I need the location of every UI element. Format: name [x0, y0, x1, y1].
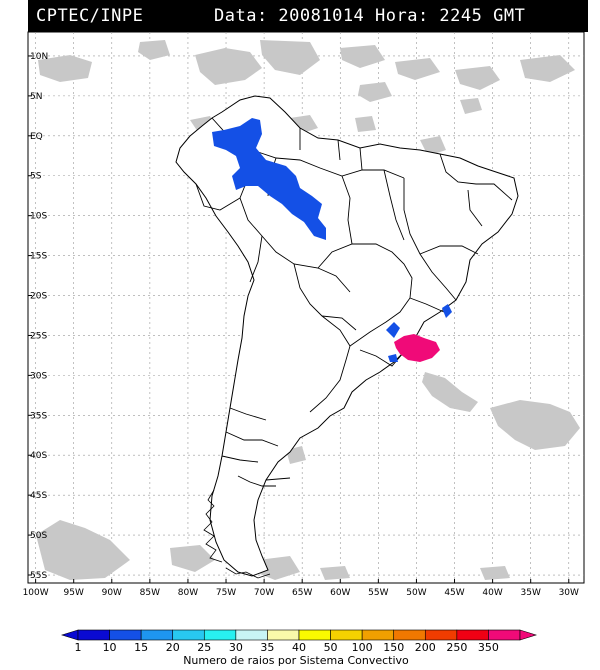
lat-label: 15S — [30, 252, 47, 262]
storm-southeast-coast — [442, 304, 452, 318]
colorbar-label: 10 — [103, 641, 117, 654]
lat-label: EQ — [30, 132, 43, 142]
lat-label: 10S — [30, 212, 47, 222]
colorbar-label: 350 — [478, 641, 499, 654]
lat-label: 30S — [30, 371, 47, 381]
colorbar: 1 10 15 20 25 30 35 40 50 100 150 200 250 350 — [60, 629, 538, 654]
colorbar-title: Numero de raios por Sistema Convectivo — [183, 654, 409, 667]
colorbar-label: 50 — [324, 641, 338, 654]
header-bar: CPTEC/INPE Data: 20081014 Hora: 2245 GMT — [28, 0, 588, 32]
lat-label: 50S — [30, 531, 47, 541]
lat-label: 5N — [30, 92, 42, 102]
colorbar-swatch — [267, 629, 300, 641]
lon-label: 55W — [368, 588, 388, 598]
colorbar-swatch — [298, 629, 331, 641]
lon-label: 100W — [23, 588, 49, 598]
lat-label: 40S — [30, 451, 47, 461]
colorbar-swatch — [235, 629, 268, 641]
colorbar-swatch — [172, 629, 205, 641]
lon-label: 70W — [254, 588, 274, 598]
colorbar-swatch — [330, 629, 363, 641]
lat-label: 10N — [30, 52, 48, 62]
colorbar-label: 30 — [229, 641, 243, 654]
colorbar-swatch — [424, 629, 458, 641]
lon-label: 35W — [521, 588, 541, 598]
date-time-title: Data: 20081014 Hora: 2245 GMT — [214, 6, 526, 26]
colorbar-label: 1 — [75, 641, 82, 654]
colorbar-label: 35 — [260, 641, 274, 654]
south-america-outline — [175, 95, 519, 577]
lon-label: 75W — [216, 588, 236, 598]
colorbar-label: 100 — [352, 641, 373, 654]
storm-amazon — [212, 118, 326, 240]
lat-label: 35S — [30, 411, 47, 421]
lon-label: 65W — [292, 588, 312, 598]
colorbar-label: 250 — [446, 641, 467, 654]
lat-label: 20S — [30, 292, 47, 302]
colorbar-label: 25 — [197, 641, 211, 654]
colorbar-swatch — [393, 629, 426, 641]
storm-santa-catarina — [394, 334, 440, 362]
longitude-labels: 100W 95W 90W 85W 80W 75W 70W 65W 60W 55W 50W 45W 40W… — [23, 579, 579, 598]
patagonia-coast-detail — [203, 489, 271, 579]
colorbar-label: 15 — [134, 641, 148, 654]
colorbar-right-arrow — [519, 629, 538, 641]
lon-label: 50W — [406, 588, 426, 598]
colorbar-swatch — [203, 629, 237, 641]
lon-label: 30W — [559, 588, 579, 598]
source-title: CPTEC/INPE — [36, 6, 144, 26]
lon-label: 40W — [482, 588, 502, 598]
storm-parana — [386, 322, 400, 338]
colorbar-label: 20 — [166, 641, 180, 654]
colorbar-swatch — [488, 629, 521, 641]
lon-label: 95W — [64, 588, 84, 598]
colorbar-swatch — [456, 629, 489, 641]
colorbar-label: 150 — [383, 641, 404, 654]
colorbar-swatch — [361, 629, 395, 641]
lat-label: 45S — [30, 491, 47, 501]
colorbar-label: 40 — [292, 641, 306, 654]
lon-label: 85W — [140, 588, 160, 598]
latitude-labels: 10N 5N EQ 5S 10S 15S 20S 25S 30S 35S 40S 45S 50S 55S — [28, 52, 48, 581]
colorbar-swatch — [77, 629, 110, 641]
lon-label: 90W — [102, 588, 122, 598]
lon-label: 80W — [178, 588, 198, 598]
colorbar-left-arrow — [60, 629, 79, 641]
colorbar-swatch — [140, 629, 174, 641]
lon-label: 60W — [330, 588, 350, 598]
storm-uruguay-dot — [388, 354, 398, 362]
lon-label: 45W — [444, 588, 464, 598]
colorbar-label: 200 — [415, 641, 436, 654]
colorbar-swatch — [109, 629, 142, 641]
lat-label: 5S — [30, 172, 42, 182]
lat-label: 25S — [30, 331, 47, 341]
lat-label: 55S — [30, 571, 47, 581]
